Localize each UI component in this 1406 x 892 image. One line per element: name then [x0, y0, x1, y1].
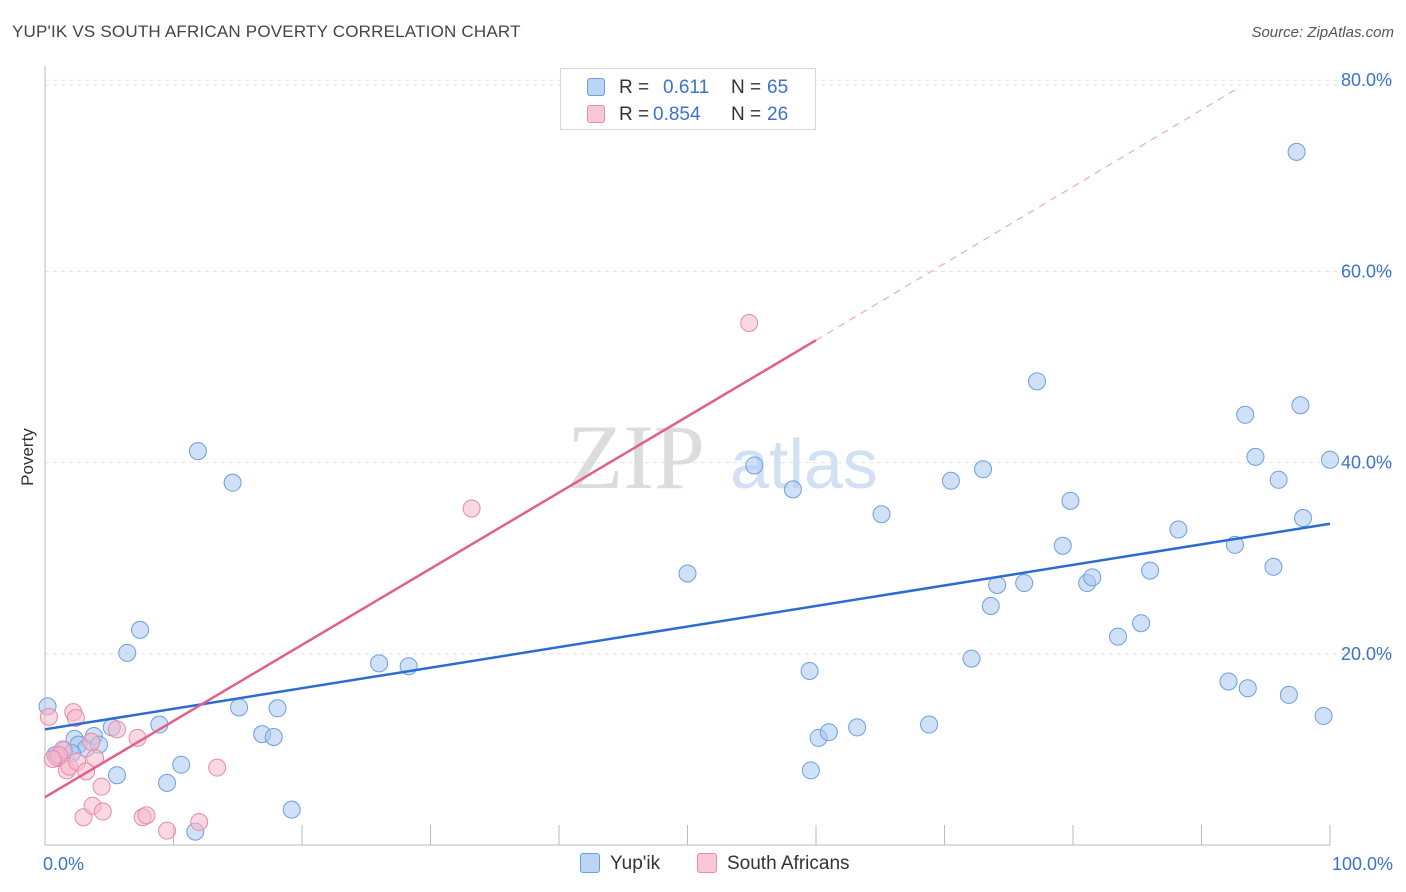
point-yupik — [941, 471, 960, 490]
point-yupik — [223, 473, 242, 492]
point-yupik — [172, 755, 191, 774]
point-yupik — [1108, 627, 1127, 646]
series-legend: Yup'ik South Africans — [0, 852, 1406, 878]
point-yupik — [1053, 536, 1072, 555]
point-yupik — [1132, 614, 1151, 633]
grid-lines — [45, 79, 1392, 655]
point-yupik — [1061, 491, 1080, 510]
point-yupik — [118, 643, 137, 662]
legend-n-value: 65 — [767, 77, 789, 98]
trend-lines — [44, 86, 1331, 799]
point-south-africans — [190, 813, 209, 832]
point-yupik — [974, 460, 993, 479]
point-yupik — [678, 564, 697, 583]
point-south-africans — [43, 749, 62, 768]
point-yupik — [230, 698, 249, 717]
trend-line-extension — [815, 86, 1241, 341]
legend-label-yupik: Yup'ik — [610, 853, 661, 874]
point-south-africans — [92, 777, 111, 796]
chart-title: YUP'IK VS SOUTH AFRICAN POVERTY CORRELAT… — [12, 22, 521, 41]
point-yupik — [131, 620, 150, 639]
legend-r-label: R = — [619, 104, 650, 125]
point-south-africans — [107, 720, 126, 739]
point-yupik — [872, 505, 891, 524]
point-south-africans — [82, 732, 101, 751]
y-tick-label: 20.0% — [1341, 644, 1392, 664]
y-axis-label: Poverty — [18, 428, 37, 486]
legend-r-value: 0.611 — [663, 77, 710, 98]
legend-n-label: N = — [731, 104, 762, 125]
point-yupik — [920, 715, 939, 734]
point-yupik — [800, 662, 819, 681]
point-yupik — [1314, 706, 1333, 725]
point-south-africans — [208, 758, 227, 777]
watermark-zip: ZIP — [567, 406, 705, 508]
watermark: ZIP atlas — [567, 406, 878, 508]
point-yupik — [282, 800, 301, 819]
point-yupik — [745, 456, 764, 475]
point-yupik — [1141, 561, 1160, 580]
trend-line-yupik — [44, 522, 1331, 731]
trend-line-south-africans — [44, 339, 817, 799]
point-yupik — [188, 442, 207, 461]
point-yupik — [1269, 470, 1288, 489]
x-tick-label: 100.0% — [1332, 854, 1393, 874]
legend-label-south-africans: South Africans — [727, 853, 850, 874]
stats-legend: R = 0.611 N = 65 R = 0.854 N = 26 — [560, 68, 816, 130]
point-yupik — [1236, 405, 1255, 424]
point-yupik — [1028, 372, 1047, 391]
point-yupik — [1321, 450, 1339, 469]
x-tick-label: 0.0% — [43, 854, 84, 874]
point-south-africans — [66, 708, 85, 727]
point-yupik — [1279, 685, 1298, 704]
point-yupik — [1083, 568, 1102, 587]
y-tick-label: 80.0% — [1341, 70, 1392, 90]
point-yupik — [1238, 679, 1257, 698]
legend-swatch-blue — [587, 78, 605, 96]
point-yupik — [1246, 447, 1265, 466]
chart-source: Source: ZipAtlas.com — [1251, 24, 1394, 41]
point-yupik — [962, 649, 981, 668]
point-yupik — [1294, 509, 1313, 528]
point-south-africans — [39, 707, 58, 726]
point-yupik — [158, 773, 177, 792]
point-yupik — [819, 723, 838, 742]
y-tick-label: 60.0% — [1341, 261, 1392, 281]
point-south-africans — [93, 802, 112, 821]
point-south-africans — [462, 499, 481, 518]
point-yupik — [1219, 672, 1238, 691]
legend-r-label: R = — [619, 77, 650, 98]
legend-n-value: 26 — [767, 104, 789, 125]
point-yupik — [783, 480, 802, 499]
legend-r-value: 0.854 — [653, 104, 701, 125]
point-yupik — [848, 718, 867, 737]
point-yupik — [981, 597, 1000, 615]
point-yupik — [107, 766, 126, 785]
point-yupik — [1264, 557, 1283, 576]
legend-n-label: N = — [731, 77, 762, 98]
tick-labels: 20.0% 40.0% 60.0% 80.0% 0.0% 100.0% — [43, 70, 1393, 874]
legend-swatch-blue — [580, 853, 600, 873]
point-yupik — [1169, 520, 1188, 539]
point-yupik — [370, 654, 389, 673]
point-yupik — [264, 727, 283, 746]
point-south-africans — [158, 821, 177, 840]
point-yupik — [1015, 574, 1034, 593]
y-tick-label: 40.0% — [1341, 453, 1392, 473]
legend-swatch-pink — [587, 105, 605, 123]
point-south-africans — [137, 806, 156, 825]
point-yupik — [1291, 396, 1310, 415]
point-south-africans — [740, 314, 759, 333]
legend-swatch-pink — [697, 853, 717, 873]
point-yupik — [268, 699, 287, 718]
point-yupik — [801, 761, 820, 780]
point-yupik — [1287, 142, 1306, 161]
